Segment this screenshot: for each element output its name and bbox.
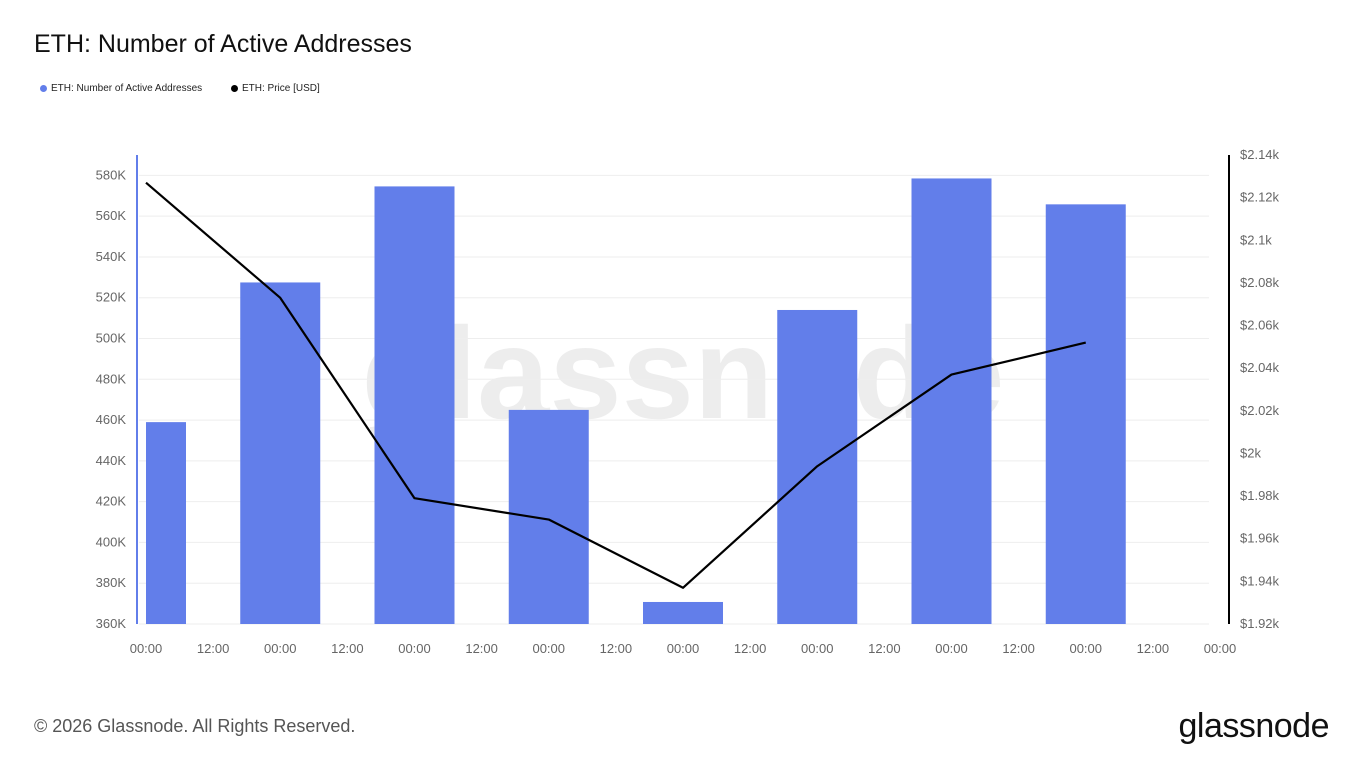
right-axis-tick-label: $2.1k [1240,232,1272,247]
left-axis-tick-label: 360K [96,616,127,631]
legend-label: ETH: Price [USD] [242,83,320,94]
price-line [145,181,1087,589]
glassnode-logo: glassnode [1178,707,1329,745]
x-axis-tick-label: 00:00 [801,641,834,656]
left-axis-tick-label: 580K [96,167,127,182]
x-axis-tick-label: 00:00 [532,641,565,656]
copyright-footer: © 2026 Glassnode. All Rights Reserved. [34,716,356,736]
right-axis-tick-label: $2k [1240,445,1261,460]
chart-title: ETH: Number of Active Addresses [34,30,412,58]
x-axis-tick-label: 00:00 [667,641,700,656]
bar [1045,204,1126,624]
left-axis-tick-label: 420K [96,494,127,509]
right-axis-tick-label: $2.02k [1240,403,1280,418]
right-axis-tick-label: $2.12k [1240,190,1280,205]
x-axis-tick-label: 12:00 [331,641,364,656]
left-axis-tick-label: 560K [96,208,127,223]
x-axis-tick-label: 12:00 [1137,641,1170,656]
x-axis-tick-label: 12:00 [197,641,230,656]
x-axis-tick-label: 12:00 [734,641,767,656]
bar [911,178,992,624]
right-axis-tick-label: $2.14k [1240,147,1280,162]
bar [643,601,723,624]
x-axis-tick-label: 12:00 [600,641,633,656]
left-axis-tick-label: 480K [96,371,127,386]
left-axis-tick-label: 500K [96,331,127,346]
left-axis-tick-label: 380K [96,575,127,590]
right-axis-tick-label: $2.04k [1240,360,1280,375]
right-axis-tick-label: $1.94k [1240,573,1280,588]
left-axis-tick-label: 540K [96,249,127,264]
right-axis-tick-label: $1.96k [1240,531,1280,546]
bar [146,422,186,624]
left-axis-tick-label: 460K [96,412,127,427]
x-axis-tick-label: 12:00 [1002,641,1035,656]
watermark: glassnode [362,300,1005,446]
x-axis-tick-label: 00:00 [264,641,297,656]
bar [240,282,321,624]
x-axis-tick-label: 00:00 [1069,641,1102,656]
right-axis-tick-label: $1.98k [1240,488,1280,503]
legend-item-active-addresses[interactable]: ETH: Number of Active Addresses [40,83,202,94]
legend-item-price[interactable]: ETH: Price [USD] [231,83,320,94]
bar [374,186,455,625]
legend-label: ETH: Number of Active Addresses [51,83,203,94]
x-axis-tick-label: 12:00 [868,641,901,656]
right-axis-tick-label: $2.06k [1240,318,1280,333]
x-axis-tick-label: 00:00 [130,641,163,656]
left-axis-tick-label: 400K [96,534,127,549]
bar [508,409,589,624]
legend-dot-icon [231,85,238,92]
left-axis-tick-label: 440K [96,453,127,468]
right-axis-tick-label: $1.92k [1240,616,1280,631]
x-axis-tick-label: 00:00 [935,641,968,656]
x-axis-tick-label: 00:00 [1204,641,1237,656]
left-axis-tick-label: 520K [96,290,127,305]
legend-dot-icon [40,85,47,92]
x-axis-tick-label: 12:00 [465,641,498,656]
right-axis-tick-label: $2.08k [1240,275,1280,290]
x-axis-tick-label: 00:00 [398,641,431,656]
